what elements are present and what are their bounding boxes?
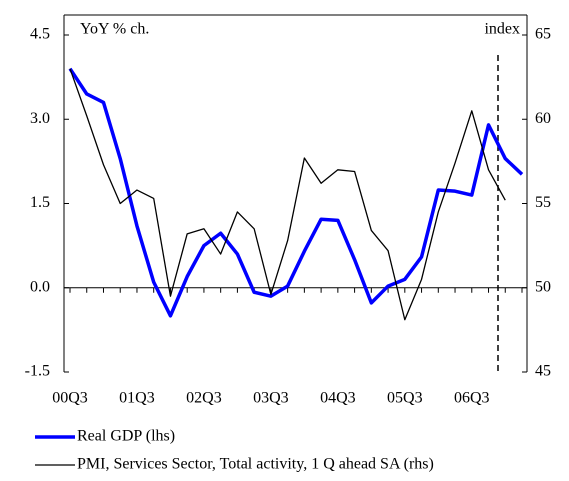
x-tick-label: 01Q3 [119, 390, 155, 407]
series-line [69, 68, 506, 321]
y2-tick-label: 45 [535, 363, 551, 380]
x-tick-label: 00Q3 [52, 390, 88, 407]
y-tick-label: -1.5 [25, 363, 50, 380]
y2-tick-label: 55 [535, 194, 551, 211]
x-tick-label: 03Q3 [253, 390, 289, 407]
x-tick-label: 04Q3 [320, 390, 356, 407]
y-tick-label: 1.5 [30, 194, 50, 211]
legend-label: Real GDP (lhs) [77, 428, 175, 445]
x-tick-label: 06Q3 [454, 390, 490, 407]
y2-tick-label: 60 [535, 110, 551, 127]
y2-tick-label: 65 [535, 26, 551, 43]
series-line [68, 67, 524, 318]
y-tick-label: 3.0 [30, 110, 50, 127]
x-tick-label: 02Q3 [186, 390, 222, 407]
y-axis-label: YoY % ch. [80, 21, 149, 38]
y-tick-label: 0.0 [30, 278, 50, 295]
y2-tick-label: 50 [535, 278, 551, 295]
y2-axis-label: index [484, 21, 520, 38]
x-tick-label: 05Q3 [387, 390, 423, 407]
y-tick-label: 4.5 [30, 26, 50, 43]
legend-label: PMI, Services Sector, Total activity, 1 … [77, 456, 434, 473]
